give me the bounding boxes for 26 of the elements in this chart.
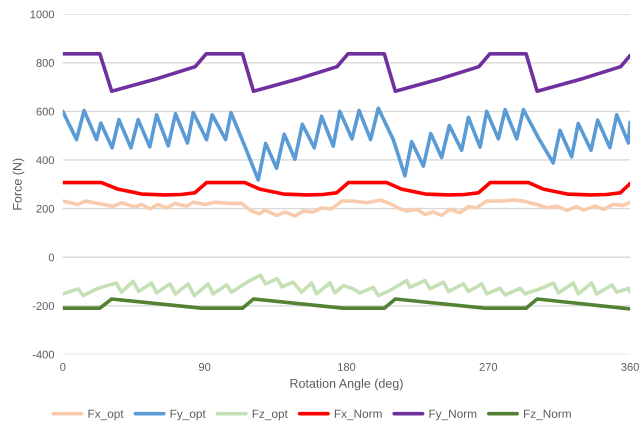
legend-label: Fy_opt: [170, 410, 206, 420]
x-tick-label: 90: [198, 363, 210, 371]
legend-label: Fz_Norm: [524, 410, 571, 420]
y-tick-label: -400: [32, 350, 54, 359]
line-series: [62, 180, 630, 197]
legend-label: Fz_opt: [252, 410, 288, 420]
line-series: [62, 273, 630, 298]
line-series: [62, 198, 630, 218]
x-tick-label: 270: [480, 363, 498, 371]
legend-label: Fy_Norm: [429, 410, 476, 420]
line-series: [62, 106, 630, 182]
y-tick-label: 0: [48, 253, 54, 262]
x-axis-title: Rotation Angle (deg): [290, 378, 403, 390]
y-tick-label: 600: [36, 108, 54, 116]
y-tick-label: -200: [32, 302, 54, 310]
line-series: [62, 52, 630, 94]
y-tick-label: 1000: [30, 10, 54, 18]
y-axis-title: Force (N): [12, 158, 24, 210]
y-tick-label: 800: [36, 59, 54, 67]
x-tick-label: 180: [338, 363, 356, 371]
x-tick-label: 360: [621, 363, 639, 371]
y-tick-label: 400: [36, 156, 54, 164]
legend-label: Fx_opt: [88, 410, 124, 420]
x-tick-label: 0: [60, 363, 66, 371]
legend-label: Fx_Norm: [334, 410, 382, 420]
y-tick-label: 200: [36, 204, 54, 213]
